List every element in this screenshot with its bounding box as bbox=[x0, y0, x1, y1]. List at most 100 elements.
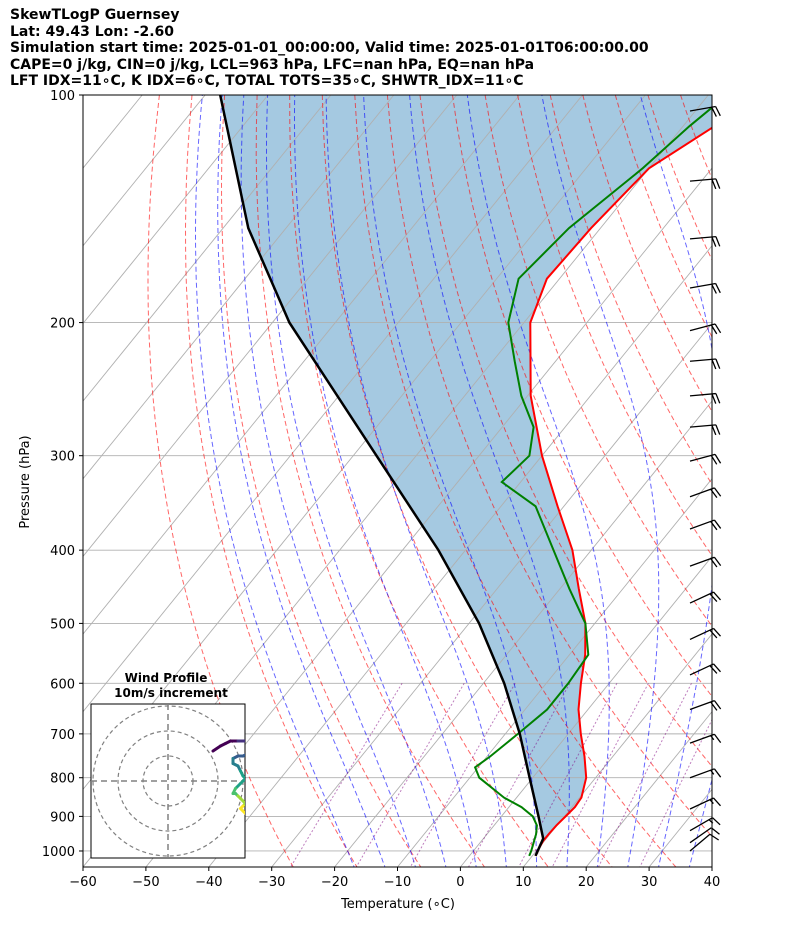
isotherm-gridline bbox=[83, 95, 395, 480]
x-tick-label: 20 bbox=[578, 875, 595, 890]
dry-adiabat bbox=[746, 95, 794, 870]
x-tick-label: 10 bbox=[515, 875, 532, 890]
dry-adiabat bbox=[220, 95, 422, 867]
x-tick-label: 40 bbox=[704, 875, 721, 890]
wind-barb bbox=[689, 424, 721, 436]
wind-barb bbox=[689, 487, 722, 499]
mixing-ratio-line bbox=[639, 718, 712, 867]
indices-line-2: LFT IDX=11∘C, K IDX=6∘C, TOTAL TOTS=35∘C… bbox=[10, 73, 524, 89]
moist-adiabat bbox=[266, 95, 447, 867]
dry-adiabat bbox=[614, 95, 712, 338]
wind-barb bbox=[689, 178, 721, 190]
isotherm-gridline bbox=[648, 788, 712, 867]
x-tick-label: −10 bbox=[384, 875, 411, 890]
wind-barb bbox=[689, 833, 720, 852]
time-line: Simulation start time: 2025-01-01_00:00:… bbox=[10, 40, 649, 56]
hodograph-segment bbox=[248, 744, 251, 749]
y-tick-label: 800 bbox=[50, 772, 75, 787]
isotherm-gridline bbox=[711, 866, 712, 867]
wind-barb bbox=[689, 282, 721, 294]
wind-barb bbox=[689, 827, 720, 844]
x-tick-label: 30 bbox=[641, 875, 658, 890]
parcel-line bbox=[218, 95, 545, 857]
dry-adiabat bbox=[321, 95, 613, 867]
dry-adiabat bbox=[517, 95, 712, 557]
location-line: Lat: 49.43 Lon: -2.60 bbox=[10, 23, 175, 40]
isotherm-gridline bbox=[83, 95, 458, 558]
wind-barb bbox=[689, 627, 721, 641]
hodograph-subtitle: 10m/s increment bbox=[114, 686, 228, 700]
moist-adiabat bbox=[409, 95, 570, 867]
dry-adiabat bbox=[184, 95, 358, 867]
wind-barb bbox=[689, 663, 721, 676]
wind-barb bbox=[689, 591, 721, 604]
mixing-ratio-line bbox=[355, 683, 465, 867]
indices-line-1: CAPE=0 j/kg, CIN=0 j/kg, LCL=963 hPa, LF… bbox=[10, 56, 535, 73]
moist-adiabat bbox=[240, 95, 417, 867]
isotherm-gridline bbox=[83, 95, 520, 635]
dry-adiabat bbox=[354, 95, 677, 867]
dry-adiabat bbox=[582, 95, 712, 413]
x-tick-label: −20 bbox=[321, 875, 348, 890]
wind-barb bbox=[689, 519, 722, 531]
hodograph-segment bbox=[211, 744, 222, 753]
dry-adiabat bbox=[386, 95, 712, 838]
mixing-ratio-line bbox=[409, 683, 516, 867]
isotherm-gridline bbox=[271, 322, 712, 867]
dry-adiabat bbox=[419, 95, 712, 768]
wind-barb bbox=[689, 556, 722, 568]
moist-adiabat bbox=[325, 95, 507, 867]
isotherm-gridline bbox=[334, 400, 712, 867]
hodograph-title: Wind Profile bbox=[125, 671, 208, 685]
isotherm-gridline bbox=[0, 95, 79, 867]
y-tick-label: 1000 bbox=[42, 845, 75, 860]
isotherm-gridline bbox=[145, 167, 712, 867]
y-tick-label: 700 bbox=[50, 728, 75, 743]
dry-adiabat bbox=[778, 95, 794, 870]
wind-barb bbox=[689, 733, 722, 744]
y-tick-label: 500 bbox=[50, 617, 75, 632]
x-tick-label: −60 bbox=[69, 875, 96, 890]
mixing-ratio-line bbox=[551, 683, 649, 867]
chart-title: SkewTLogP Guernsey bbox=[10, 7, 180, 23]
temperature-line bbox=[529, 126, 712, 857]
y-tick-label: 400 bbox=[50, 544, 75, 559]
wind-barb bbox=[689, 817, 721, 832]
dry-adiabat bbox=[549, 95, 712, 486]
isotherm-gridline bbox=[83, 95, 332, 402]
hodograph-segment bbox=[241, 799, 245, 805]
hodograph-segment bbox=[241, 809, 245, 815]
y-tick-label: 900 bbox=[50, 810, 75, 825]
wind-barb bbox=[689, 768, 722, 779]
y-tick-label: 200 bbox=[50, 317, 75, 332]
moist-adiabat bbox=[541, 95, 660, 867]
x-tick-label: −40 bbox=[195, 875, 222, 890]
dry-adiabat bbox=[713, 95, 794, 870]
isotherm-gridline bbox=[208, 245, 712, 867]
moist-adiabat bbox=[217, 95, 386, 867]
dry-adiabat bbox=[452, 95, 712, 698]
y-tick-label: 100 bbox=[50, 89, 75, 104]
wind-barb bbox=[689, 700, 722, 711]
isotherm-gridline bbox=[460, 555, 712, 867]
moist-adiabat bbox=[639, 95, 712, 867]
mixing-ratio-line bbox=[467, 683, 571, 867]
y-axis-label: Pressure (hPa) bbox=[18, 435, 33, 528]
moist-adiabat bbox=[363, 95, 538, 867]
mixing-ratio-line bbox=[518, 683, 618, 867]
x-tick-label: −30 bbox=[258, 875, 285, 890]
x-axis-label: Temperature (∘C) bbox=[340, 897, 455, 912]
isotherm-gridline bbox=[83, 95, 583, 713]
isotherm-gridline bbox=[585, 710, 712, 867]
moist-adiabat bbox=[688, 777, 712, 867]
isotherm-gridline bbox=[83, 95, 269, 325]
moist-adiabat bbox=[720, 95, 794, 870]
isotherm-gridline bbox=[522, 633, 712, 867]
mixing-ratio-line bbox=[290, 683, 403, 867]
mixing-ratio-line bbox=[597, 683, 692, 867]
hodograph-segment bbox=[241, 774, 245, 780]
dry-adiabat bbox=[289, 95, 549, 867]
chart-header: SkewTLogP Guernsey Lat: 49.43 Lon: -2.60… bbox=[10, 7, 649, 90]
y-tick-label: 600 bbox=[50, 677, 75, 692]
